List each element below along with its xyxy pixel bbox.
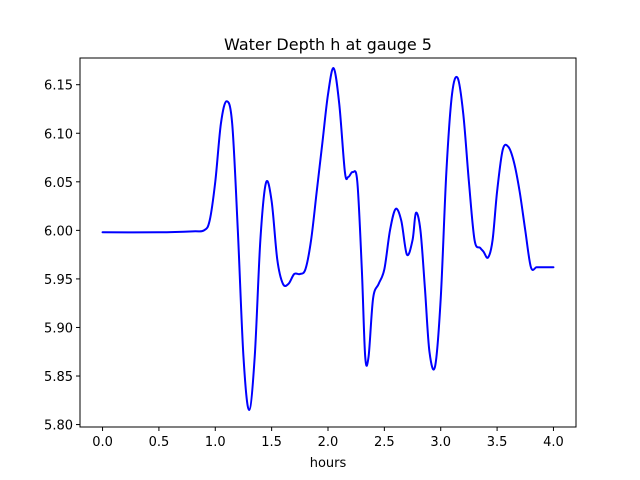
x-tick-label: 3.5 (487, 435, 508, 450)
series-line (101, 67, 555, 412)
y-axis: 5.80 5.85 5.90 5.95 6.00 6.05 6.10 6.15 (44, 79, 80, 434)
x-tick-label: 3.0 (430, 435, 451, 450)
x-axis-label: hours (310, 456, 347, 471)
x-tick-label: 1.0 (205, 435, 226, 450)
x-tick-label: 2.0 (318, 435, 339, 450)
y-tick-label: 5.85 (44, 370, 73, 385)
y-tick-label: 6.10 (44, 127, 73, 142)
x-axis: 0.0 0.5 1.0 1.5 2.0 2.5 3.0 3.5 4.0 (92, 427, 564, 450)
x-tick-label: 2.5 (374, 435, 395, 450)
y-tick-label: 5.95 (44, 273, 73, 288)
chart-title: Water Depth h at gauge 5 (224, 35, 432, 54)
x-tick-label: 4.0 (543, 435, 564, 450)
y-tick-label: 5.90 (44, 321, 73, 336)
plot-area (79, 57, 577, 428)
x-tick-label: 1.5 (261, 435, 282, 450)
x-tick-label: 0.5 (149, 435, 170, 450)
y-tick-label: 6.00 (44, 224, 73, 239)
y-tick-label: 5.80 (44, 419, 73, 434)
y-tick-label: 6.15 (44, 79, 73, 94)
y-tick-label: 6.05 (44, 176, 73, 191)
x-tick-label: 0.0 (92, 435, 113, 450)
